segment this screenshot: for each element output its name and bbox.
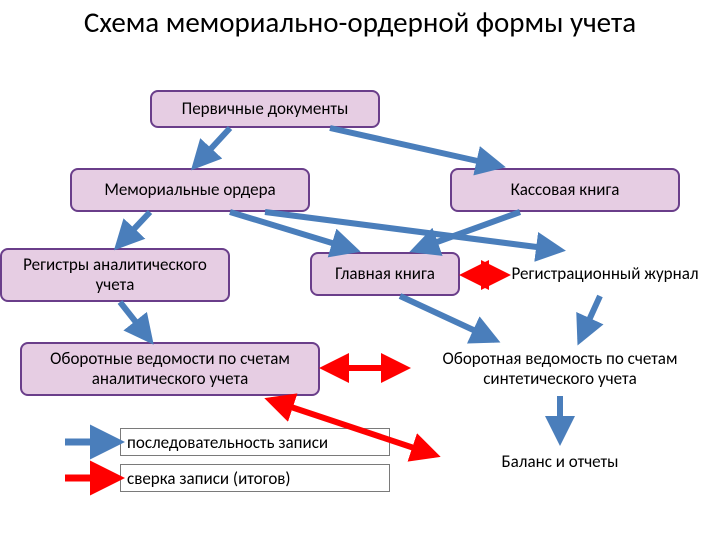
node-turnana: Оборотные ведомости по счетам аналитичес… xyxy=(20,342,320,396)
node-cash: Кассовая книга xyxy=(450,168,680,212)
legend-check: сверка записи (итогов) xyxy=(120,464,390,492)
page-title: Схема мемориально-ордерной формы учета xyxy=(0,6,720,39)
node-turnsyn: Оборотная ведомость по счетам синтетичес… xyxy=(410,342,710,396)
node-balance: Баланс и отчеты xyxy=(440,442,680,482)
legend-sequence: последовательность записи xyxy=(120,428,390,456)
node-memo: Мемориальные ордера xyxy=(70,168,310,212)
node-regjour: Регистрационный журнал xyxy=(490,252,720,296)
node-ledger: Главная книга xyxy=(310,252,460,296)
node-analytic: Регистры аналитического учета xyxy=(0,248,230,302)
node-primary: Первичные документы xyxy=(150,90,380,128)
